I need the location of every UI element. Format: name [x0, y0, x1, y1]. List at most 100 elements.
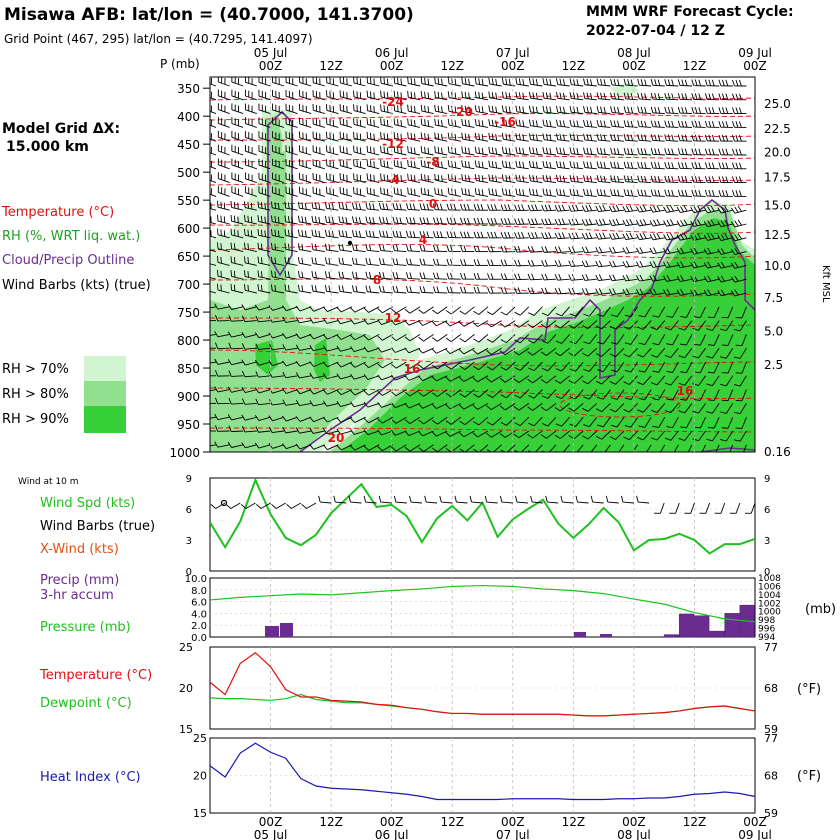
- wind-barb-flag: [247, 284, 249, 292]
- wind-barb-flag: [664, 106, 667, 114]
- wind-barb-staff: [449, 430, 462, 437]
- wind-barb-staff: [245, 306, 257, 311]
- wind-barb-flag: [350, 390, 356, 396]
- wind-barb-staff: [503, 111, 516, 115]
- wind-barb-flag: [391, 418, 397, 424]
- wind-barb-staff: [421, 250, 434, 253]
- wind-barb-flag: [602, 218, 606, 225]
- wind-barb-staff: [217, 220, 230, 225]
- wind-barb-flag: [681, 120, 684, 128]
- wind-barb-staff: [272, 320, 285, 323]
- wind-barb-staff: [557, 251, 570, 253]
- wind-barb-staff: [340, 192, 353, 197]
- wind-barb-staff: [245, 502, 256, 509]
- wind-barb-flag: [582, 352, 589, 357]
- wind-barb-staff: [353, 110, 366, 115]
- wind-barb-flag: [615, 232, 620, 239]
- wind-barb-flag: [390, 319, 396, 326]
- wind-barb-flag: [270, 229, 273, 236]
- wind-barb-flag: [436, 245, 440, 252]
- wind-barb-flag: [495, 175, 498, 182]
- wind-barb-flag: [477, 217, 480, 225]
- wind-barb-flag: [561, 204, 566, 211]
- wind-barb-flag: [377, 308, 383, 314]
- wind-barb-staff: [423, 389, 434, 397]
- wind-barb-staff: [516, 180, 529, 184]
- wind-barb-staff: [750, 502, 755, 514]
- wind-barb-staff: [557, 264, 570, 267]
- wind-barb-flag: [504, 231, 508, 239]
- top-time-labels: 00Z 12Z 00Z 12Z 00Z 12Z 00Z 12Z 00Z: [259, 59, 767, 73]
- isotherm-label: 0: [429, 197, 437, 211]
- wind-barb-flag: [558, 246, 562, 253]
- wind-barb-flag: [244, 256, 246, 263]
- cross-section-frame: [209, 76, 756, 453]
- wind-barb-staff: [367, 291, 380, 294]
- wind-barb-flag: [240, 503, 247, 509]
- wind-barb-staff: [367, 236, 380, 239]
- wind-barb-flag: [622, 247, 627, 254]
- wind-barb-flag: [432, 447, 438, 452]
- wind-barb-staff: [658, 306, 666, 318]
- bottom-date-label: 08 Jul: [617, 828, 651, 840]
- wind-barb-flag: [322, 334, 328, 340]
- wind-barb-flag: [704, 107, 708, 114]
- wind-barb-flag: [638, 397, 645, 401]
- wind-barb-flag: [336, 318, 341, 324]
- wind-barb-flag: [583, 161, 586, 168]
- wind-barb-flag: [486, 405, 492, 411]
- wind-barb-flag: [664, 410, 672, 414]
- wind-barb-staff: [272, 95, 285, 101]
- wind-barb-staff: [492, 389, 502, 398]
- wind-barb-flag: [380, 118, 382, 125]
- wind-barb-flag: [484, 495, 488, 503]
- wind-barb-flag: [385, 231, 389, 238]
- wind-barb-flag: [517, 287, 521, 294]
- wind-barb-staff: [721, 251, 733, 255]
- wind-barb-flag: [597, 341, 604, 345]
- wind-barb-staff: [217, 234, 230, 239]
- wind-barb-flag: [583, 175, 586, 182]
- wind-barb-flag: [586, 147, 589, 155]
- wind-barb-flag: [447, 160, 450, 167]
- wind-barb-flag: [446, 286, 450, 293]
- wind-barb-flag: [463, 245, 467, 252]
- wind-barb-flag: [214, 303, 219, 310]
- wind-barb-flag: [527, 351, 533, 356]
- wind-barb-flag: [597, 424, 604, 428]
- wind-barb-staff: [217, 206, 230, 211]
- wind-barb-staff: [299, 375, 312, 379]
- wind-barb-flag: [409, 203, 412, 210]
- wind-tick-left: 6: [186, 505, 192, 516]
- wind-barb-staff: [367, 320, 380, 325]
- wind-barb-staff: [409, 444, 421, 452]
- wind-barb-staff: [533, 306, 543, 316]
- wind-barb-staff: [272, 361, 285, 367]
- wind-barb-flag: [445, 310, 452, 315]
- wind-barb-flag: [698, 107, 702, 114]
- wind-barb-flag: [627, 134, 630, 141]
- wind-barb-staff: [313, 165, 325, 170]
- wind-barb-staff: [639, 278, 652, 282]
- isotherm-label: 4: [419, 233, 427, 247]
- wind-barb-staff: [380, 501, 392, 504]
- wind-barb-flag: [677, 79, 681, 86]
- wind-barb-flag: [447, 146, 450, 153]
- wind-barb-flag: [568, 324, 575, 329]
- wind-barb-flag: [623, 161, 627, 168]
- wind-barb-flag: [653, 233, 657, 240]
- wind-barb-staff: [544, 139, 557, 142]
- wind-barb-staff: [367, 277, 380, 280]
- wind-barb-flag: [255, 503, 262, 509]
- wind-barb-flag: [500, 273, 504, 280]
- wind-barb-flag: [451, 119, 453, 126]
- wind-barb-staff: [571, 153, 584, 156]
- legend-rh: RH (%, WRT liq. wat.): [2, 229, 140, 244]
- wind-barb-staff: [630, 416, 638, 428]
- wind-barb-staff: [707, 237, 720, 241]
- wind-barb-flag: [597, 369, 604, 373]
- wind-barb-flag: [228, 315, 232, 322]
- wind-barb-staff: [612, 237, 625, 240]
- wind-barb-flag: [680, 343, 687, 346]
